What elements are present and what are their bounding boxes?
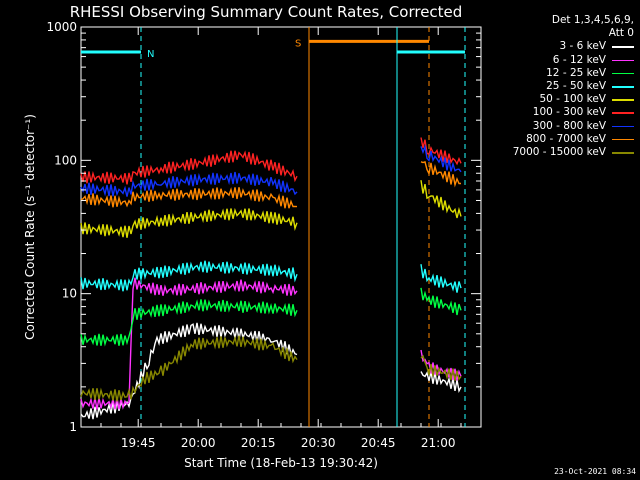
chart-title: RHESSI Observing Summary Count Rates, Co… — [70, 3, 463, 21]
series-line-6-seg-1 — [420, 144, 462, 173]
legend-header-line-2: Att 0 — [608, 27, 634, 40]
series-line-4-seg-1 — [420, 180, 462, 219]
legend-entry-3: 25 - 50 keV — [469, 80, 634, 93]
legend-entry-0: 3 - 6 keV — [469, 40, 634, 53]
series-line-8-seg-0 — [80, 335, 298, 402]
legend-entry-label: 100 - 300 keV — [532, 106, 606, 119]
timestamp: 23-Oct-2021 08:34 — [554, 467, 636, 476]
legend: Det 1,3,4,5,6,9, Att 0 3 - 6 keV 6 - 12 k… — [469, 14, 634, 159]
legend-entry-label: 50 - 100 keV — [539, 93, 606, 106]
legend-entry-label: 25 - 50 keV — [546, 80, 606, 93]
series-line-5-seg-1 — [420, 137, 462, 166]
legend-entry-1: 6 - 12 keV — [469, 54, 634, 67]
y-tick-label-3: 1000 — [46, 20, 77, 34]
y-tick-label-0: 1 — [69, 420, 77, 434]
series-line-3-seg-1 — [420, 264, 462, 293]
y-tick-label-2: 100 — [54, 153, 77, 167]
series-line-3-seg-0 — [80, 260, 298, 292]
axes: 19:45 20:00 20:15 20:30 20:45 21:00 1 10 100 1000 — [46, 20, 482, 450]
legend-entry-label: 6 - 12 keV — [552, 53, 606, 66]
series-line-6-seg-0 — [80, 171, 298, 197]
legend-entry-6: 300 - 800 keV — [469, 120, 634, 133]
legend-entry-label: 800 - 7000 keV — [526, 132, 606, 145]
legend-entry-4: 50 - 100 keV — [469, 93, 634, 106]
series-line-2-seg-0 — [80, 299, 298, 347]
legend-entry-8: 7000 - 15000 keV — [469, 146, 634, 159]
legend-header-line-1: Det 1,3,4,5,6,9, — [551, 14, 634, 26]
instrument-state-bars: NS — [81, 38, 465, 60]
legend-entry-label: 12 - 25 keV — [546, 66, 606, 79]
legend-swatch — [612, 138, 634, 141]
series-line-5-seg-0 — [80, 150, 298, 185]
legend-entry-label: 300 - 800 keV — [532, 119, 606, 132]
x-tick-label-1: 20:00 — [181, 436, 216, 450]
x-tick-label-4: 20:45 — [361, 436, 396, 450]
legend-swatch — [612, 112, 634, 114]
legend-swatch — [612, 86, 634, 88]
legend-entry-label: 7000 - 15000 keV — [512, 146, 606, 159]
x-tick-label-3: 20:30 — [301, 436, 336, 450]
legend-entry-2: 12 - 25 keV — [469, 67, 634, 80]
legend-swatch — [612, 59, 634, 62]
legend-swatch — [612, 46, 634, 48]
y-axis-label: Corrected Count Rate (s⁻¹ detector⁻¹) — [23, 114, 37, 340]
x-tick-label-5: 21:00 — [421, 436, 456, 450]
series-line-2-seg-1 — [420, 287, 462, 316]
legend-swatch — [612, 125, 634, 128]
series-line-0-seg-1 — [420, 371, 462, 393]
series-line-8-seg-1 — [420, 354, 462, 381]
legend-entry-5: 100 - 300 keV — [469, 106, 634, 119]
series-lines — [80, 137, 462, 420]
x-tick-label-0: 19:45 — [121, 436, 156, 450]
series-line-7-seg-1 — [420, 161, 461, 188]
legend-swatch — [612, 72, 634, 75]
legend-entry-label: 3 - 6 keV — [559, 40, 606, 53]
x-axis-label: Start Time (18-Feb-13 19:30:42) — [184, 456, 378, 470]
y-tick-label-1: 10 — [62, 287, 77, 301]
series-line-1-seg-1 — [420, 349, 462, 381]
vertical-markers — [140, 27, 466, 427]
legend-swatch — [612, 152, 634, 154]
legend-swatch — [612, 99, 634, 101]
series-line-7-seg-0 — [80, 187, 298, 209]
state-bar-label-s: S — [295, 38, 301, 49]
x-tick-label-2: 20:15 — [241, 436, 276, 450]
legend-entry-7: 800 - 7000 keV — [469, 133, 634, 146]
state-bar-label-n: N — [147, 49, 154, 60]
series-line-4-seg-0 — [80, 207, 298, 238]
